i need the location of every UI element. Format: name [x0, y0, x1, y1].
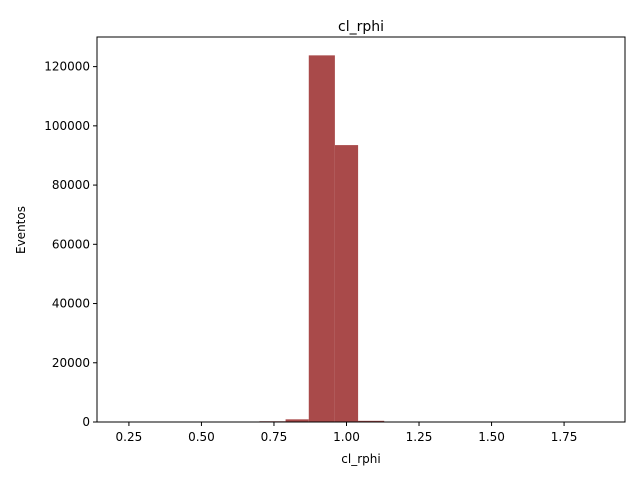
- y-tick-label-2: 40000: [52, 297, 90, 311]
- bars-layer: [236, 55, 408, 423]
- x-tick-label-1: 0.50: [188, 430, 215, 444]
- y-tick-label-6: 120000: [44, 60, 90, 74]
- y-tick-label-5: 100000: [44, 119, 90, 133]
- histogram-bar-2: [285, 419, 309, 422]
- chart-title: cl_rphi: [338, 19, 384, 35]
- x-tick-label-2: 0.75: [261, 430, 288, 444]
- y-axis-ticks: 0 20000 40000 60000 80000 100000 120000: [44, 60, 97, 429]
- y-tick-label-4: 80000: [52, 178, 90, 192]
- x-tick-label-3: 1.00: [333, 430, 360, 444]
- x-tick-label-4: 1.25: [406, 430, 433, 444]
- y-tick-label-1: 20000: [52, 356, 90, 370]
- histogram-bar-5: [358, 420, 385, 422]
- y-tick-label-3: 60000: [52, 237, 90, 251]
- x-axis-ticks: 0.25 0.50 0.75 1.00 1.25 1.50 1.75: [116, 422, 578, 444]
- x-axis-label: cl_rphi: [341, 452, 380, 466]
- x-tick-label-5: 1.50: [478, 430, 505, 444]
- y-axis-label: Eventos: [14, 206, 28, 254]
- histogram-bar-4: [334, 145, 359, 422]
- x-tick-label-6: 1.75: [551, 430, 578, 444]
- histogram-bar-3: [308, 55, 335, 422]
- x-tick-label-0: 0.25: [116, 430, 143, 444]
- y-tick-label-0: 0: [82, 415, 90, 429]
- plot-frame: [96, 36, 626, 423]
